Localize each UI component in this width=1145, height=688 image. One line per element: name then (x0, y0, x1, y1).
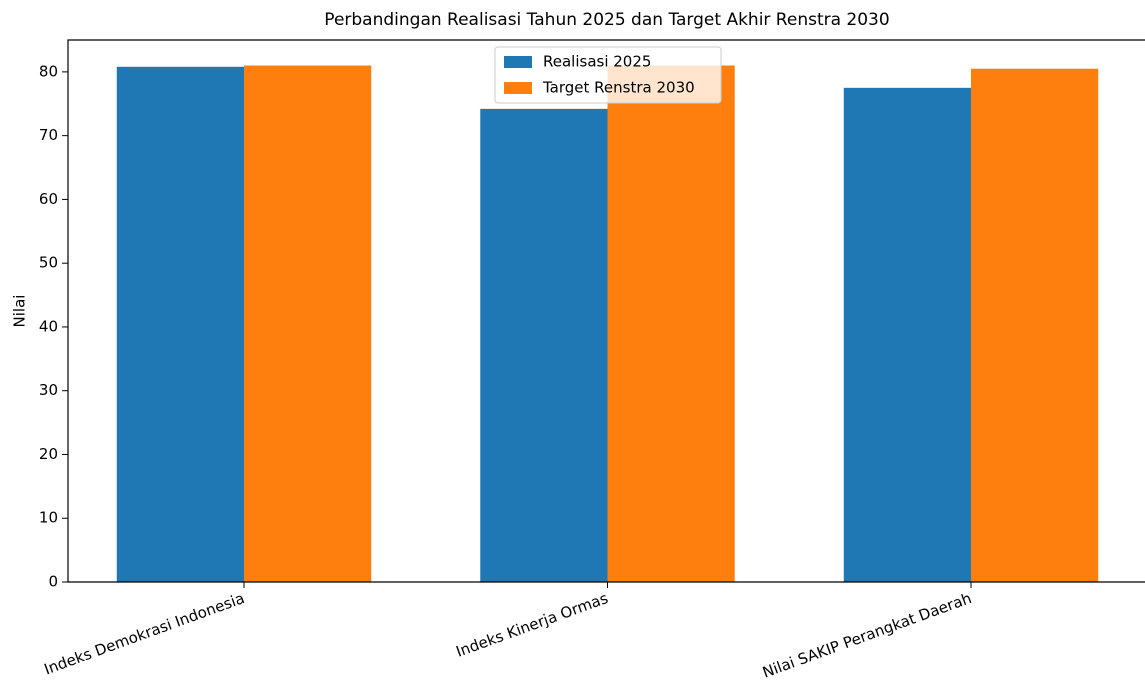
legend: Realisasi 2025 Target Renstra 2030 (494, 46, 722, 104)
bar (480, 108, 608, 583)
y-tick-label: 30 (39, 381, 58, 399)
y-tick-label: 80 (39, 62, 58, 80)
bar (971, 68, 1099, 583)
legend-swatch (504, 56, 532, 68)
y-tick-label: 20 (39, 445, 58, 463)
legend-label: Realisasi 2025 (543, 53, 651, 71)
bar (843, 87, 971, 582)
x-tick-label: Nilai SAKIP Perangkat Daerah (760, 589, 974, 682)
y-tick-label: 60 (39, 190, 58, 208)
y-tick-label: 50 (39, 254, 58, 272)
legend-box (494, 46, 722, 104)
y-tick-label: 40 (39, 317, 58, 335)
x-tick-label: Indeks Demokrasi Indonesia (42, 589, 247, 678)
legend-swatch (504, 82, 532, 94)
axes-frame (67, 39, 1145, 583)
bar (116, 66, 244, 582)
x-tick-label: Indeks Kinerja Ormas (454, 589, 611, 661)
legend-label: Target Renstra 2030 (542, 79, 695, 97)
y-axis-label: Nilai (11, 295, 29, 328)
bar (244, 65, 372, 583)
chart-title: Perbandingan Realisasi Tahun 2025 dan Ta… (324, 10, 889, 30)
y-tick-label: 0 (48, 573, 58, 591)
bar (607, 65, 735, 583)
y-tick-label: 70 (39, 126, 58, 144)
y-tick-label: 10 (39, 509, 58, 527)
